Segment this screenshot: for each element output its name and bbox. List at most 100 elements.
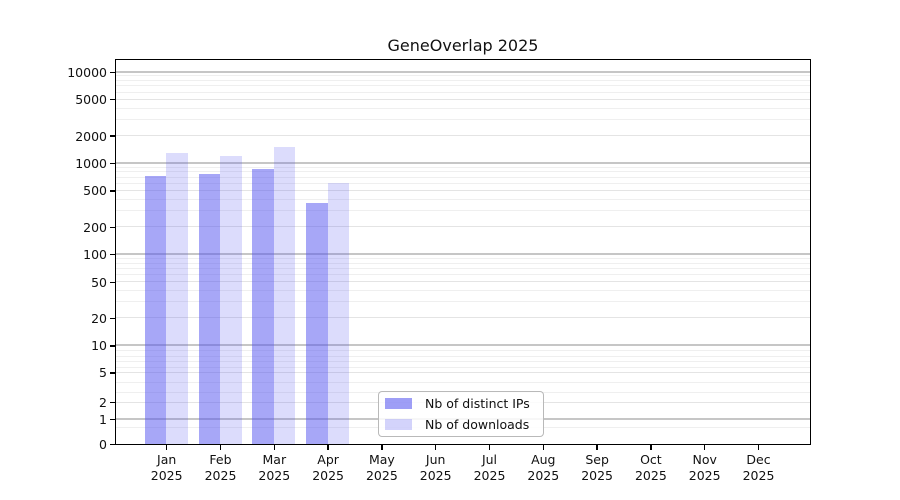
gridline-minor <box>116 289 810 291</box>
gridline-minor <box>116 118 810 120</box>
gridline-minor <box>116 350 810 352</box>
bar-distinct-ips-apr <box>306 202 328 444</box>
y-tick-mark <box>109 418 115 421</box>
x-tick-mark <box>757 444 760 450</box>
bar-downloads-mar <box>273 146 296 444</box>
legend-swatch-downloads <box>385 419 412 430</box>
y-tick-label: 50 <box>91 274 107 290</box>
y-tick-mark <box>109 226 115 228</box>
y-tick-label: 0 <box>99 437 107 452</box>
gridline-minor <box>116 85 810 87</box>
gridline-minor <box>116 171 810 173</box>
x-tick-mark <box>273 444 275 450</box>
gridline-minor <box>116 317 810 319</box>
y-tick-label: 2000 <box>75 128 107 144</box>
y-tick-label: 100 <box>83 247 107 263</box>
gridline-minor <box>116 366 810 368</box>
y-tick-label: 200 <box>83 219 107 235</box>
x-tick-mark <box>327 444 329 450</box>
x-tick-label-oct: Oct 2025 <box>634 451 667 484</box>
y-tick-mark <box>109 401 115 404</box>
gridline-minor <box>116 210 810 212</box>
y-tick-label: 5000 <box>75 92 107 108</box>
gridline-minor <box>116 166 810 168</box>
gridline-major <box>116 253 810 256</box>
x-tick-label-jul: Jul 2025 <box>473 451 506 484</box>
x-tick-label-aug: Aug 2025 <box>527 451 560 484</box>
gridline-minor <box>116 75 810 77</box>
gridline-major <box>116 344 810 347</box>
x-tick-mark <box>435 444 437 450</box>
y-tick-label: 500 <box>83 183 107 199</box>
x-tick-mark <box>166 444 168 450</box>
gridline-minor <box>116 371 810 373</box>
y-tick-mark <box>109 443 115 446</box>
bar-downloads-jan <box>166 152 188 444</box>
legend-item: Nb of distinct IPs <box>385 394 535 413</box>
y-tick-label: 10 <box>91 338 107 354</box>
bar-distinct-ips-mar <box>252 169 274 444</box>
x-tick-label-nov: Nov 2025 <box>688 451 721 484</box>
gridline-minor <box>116 381 810 383</box>
x-tick-mark <box>704 444 706 450</box>
legend-label: Nb of distinct IPs <box>425 396 530 411</box>
legend: Nb of distinct IPs Nb of downloads <box>378 391 544 437</box>
y-tick-mark <box>109 135 115 137</box>
bar-distinct-ips-jan <box>144 176 167 444</box>
x-tick-label-jan: Jan 2025 <box>150 451 183 484</box>
y-tick-mark <box>109 162 115 165</box>
gridline-minor <box>116 273 810 275</box>
legend-label: Nb of downloads <box>425 417 530 432</box>
gridline-minor <box>116 262 810 264</box>
gridline-minor <box>116 355 810 357</box>
y-tick-mark <box>109 190 115 192</box>
gridline-minor <box>116 198 810 200</box>
y-tick-label: 1 <box>99 412 107 427</box>
bar-downloads-feb <box>220 155 242 444</box>
y-tick-mark <box>109 254 115 256</box>
x-tick-mark <box>596 444 598 450</box>
y-tick-mark <box>109 345 115 347</box>
bar-downloads-apr <box>327 182 350 444</box>
x-tick-label-may: May 2025 <box>365 451 398 484</box>
y-tick-label: 20 <box>91 310 107 326</box>
y-tick-label: 5 <box>99 365 107 381</box>
gridline-major <box>116 70 810 73</box>
legend-swatch-distinct-ips <box>385 398 412 409</box>
x-tick-label-jun: Jun 2025 <box>419 451 452 484</box>
gridline-minor <box>116 301 810 303</box>
y-tick-mark <box>109 281 115 283</box>
y-tick-label: 10000 <box>67 64 107 80</box>
gridline-minor <box>116 182 810 184</box>
x-tick-mark <box>219 444 222 450</box>
gridline-minor <box>116 267 810 269</box>
gridline-minor <box>116 91 810 93</box>
y-tick-label: 2 <box>99 395 107 410</box>
gridline-minor <box>116 257 810 259</box>
bar-distinct-ips-feb <box>198 174 220 444</box>
x-tick-label-mar: Mar 2025 <box>258 451 291 484</box>
gridline-minor <box>116 80 810 82</box>
x-tick-label-feb: Feb 2025 <box>204 451 237 484</box>
y-tick-label: 1000 <box>75 156 107 171</box>
y-tick-mark <box>109 317 115 320</box>
gridline-minor <box>116 98 810 100</box>
x-tick-mark <box>488 444 491 450</box>
x-tick-label-sep: Sep 2025 <box>581 451 613 484</box>
gridline-minor <box>116 226 810 228</box>
y-tick-mark <box>109 99 115 101</box>
gridline-minor <box>116 189 810 191</box>
y-tick-mark <box>109 71 115 73</box>
x-tick-mark <box>542 444 544 450</box>
x-tick-mark <box>650 444 652 450</box>
gridline-minor <box>116 135 810 137</box>
gridline-major <box>116 162 810 164</box>
chart-title: GeneOverlap 2025 <box>387 36 539 55</box>
gridline-minor <box>116 361 810 363</box>
x-tick-label-dec: Dec 2025 <box>742 451 775 484</box>
gridline-minor <box>116 176 810 178</box>
gridline-minor <box>116 281 810 283</box>
x-tick-mark <box>381 444 383 450</box>
legend-item: Nb of downloads <box>385 415 535 434</box>
